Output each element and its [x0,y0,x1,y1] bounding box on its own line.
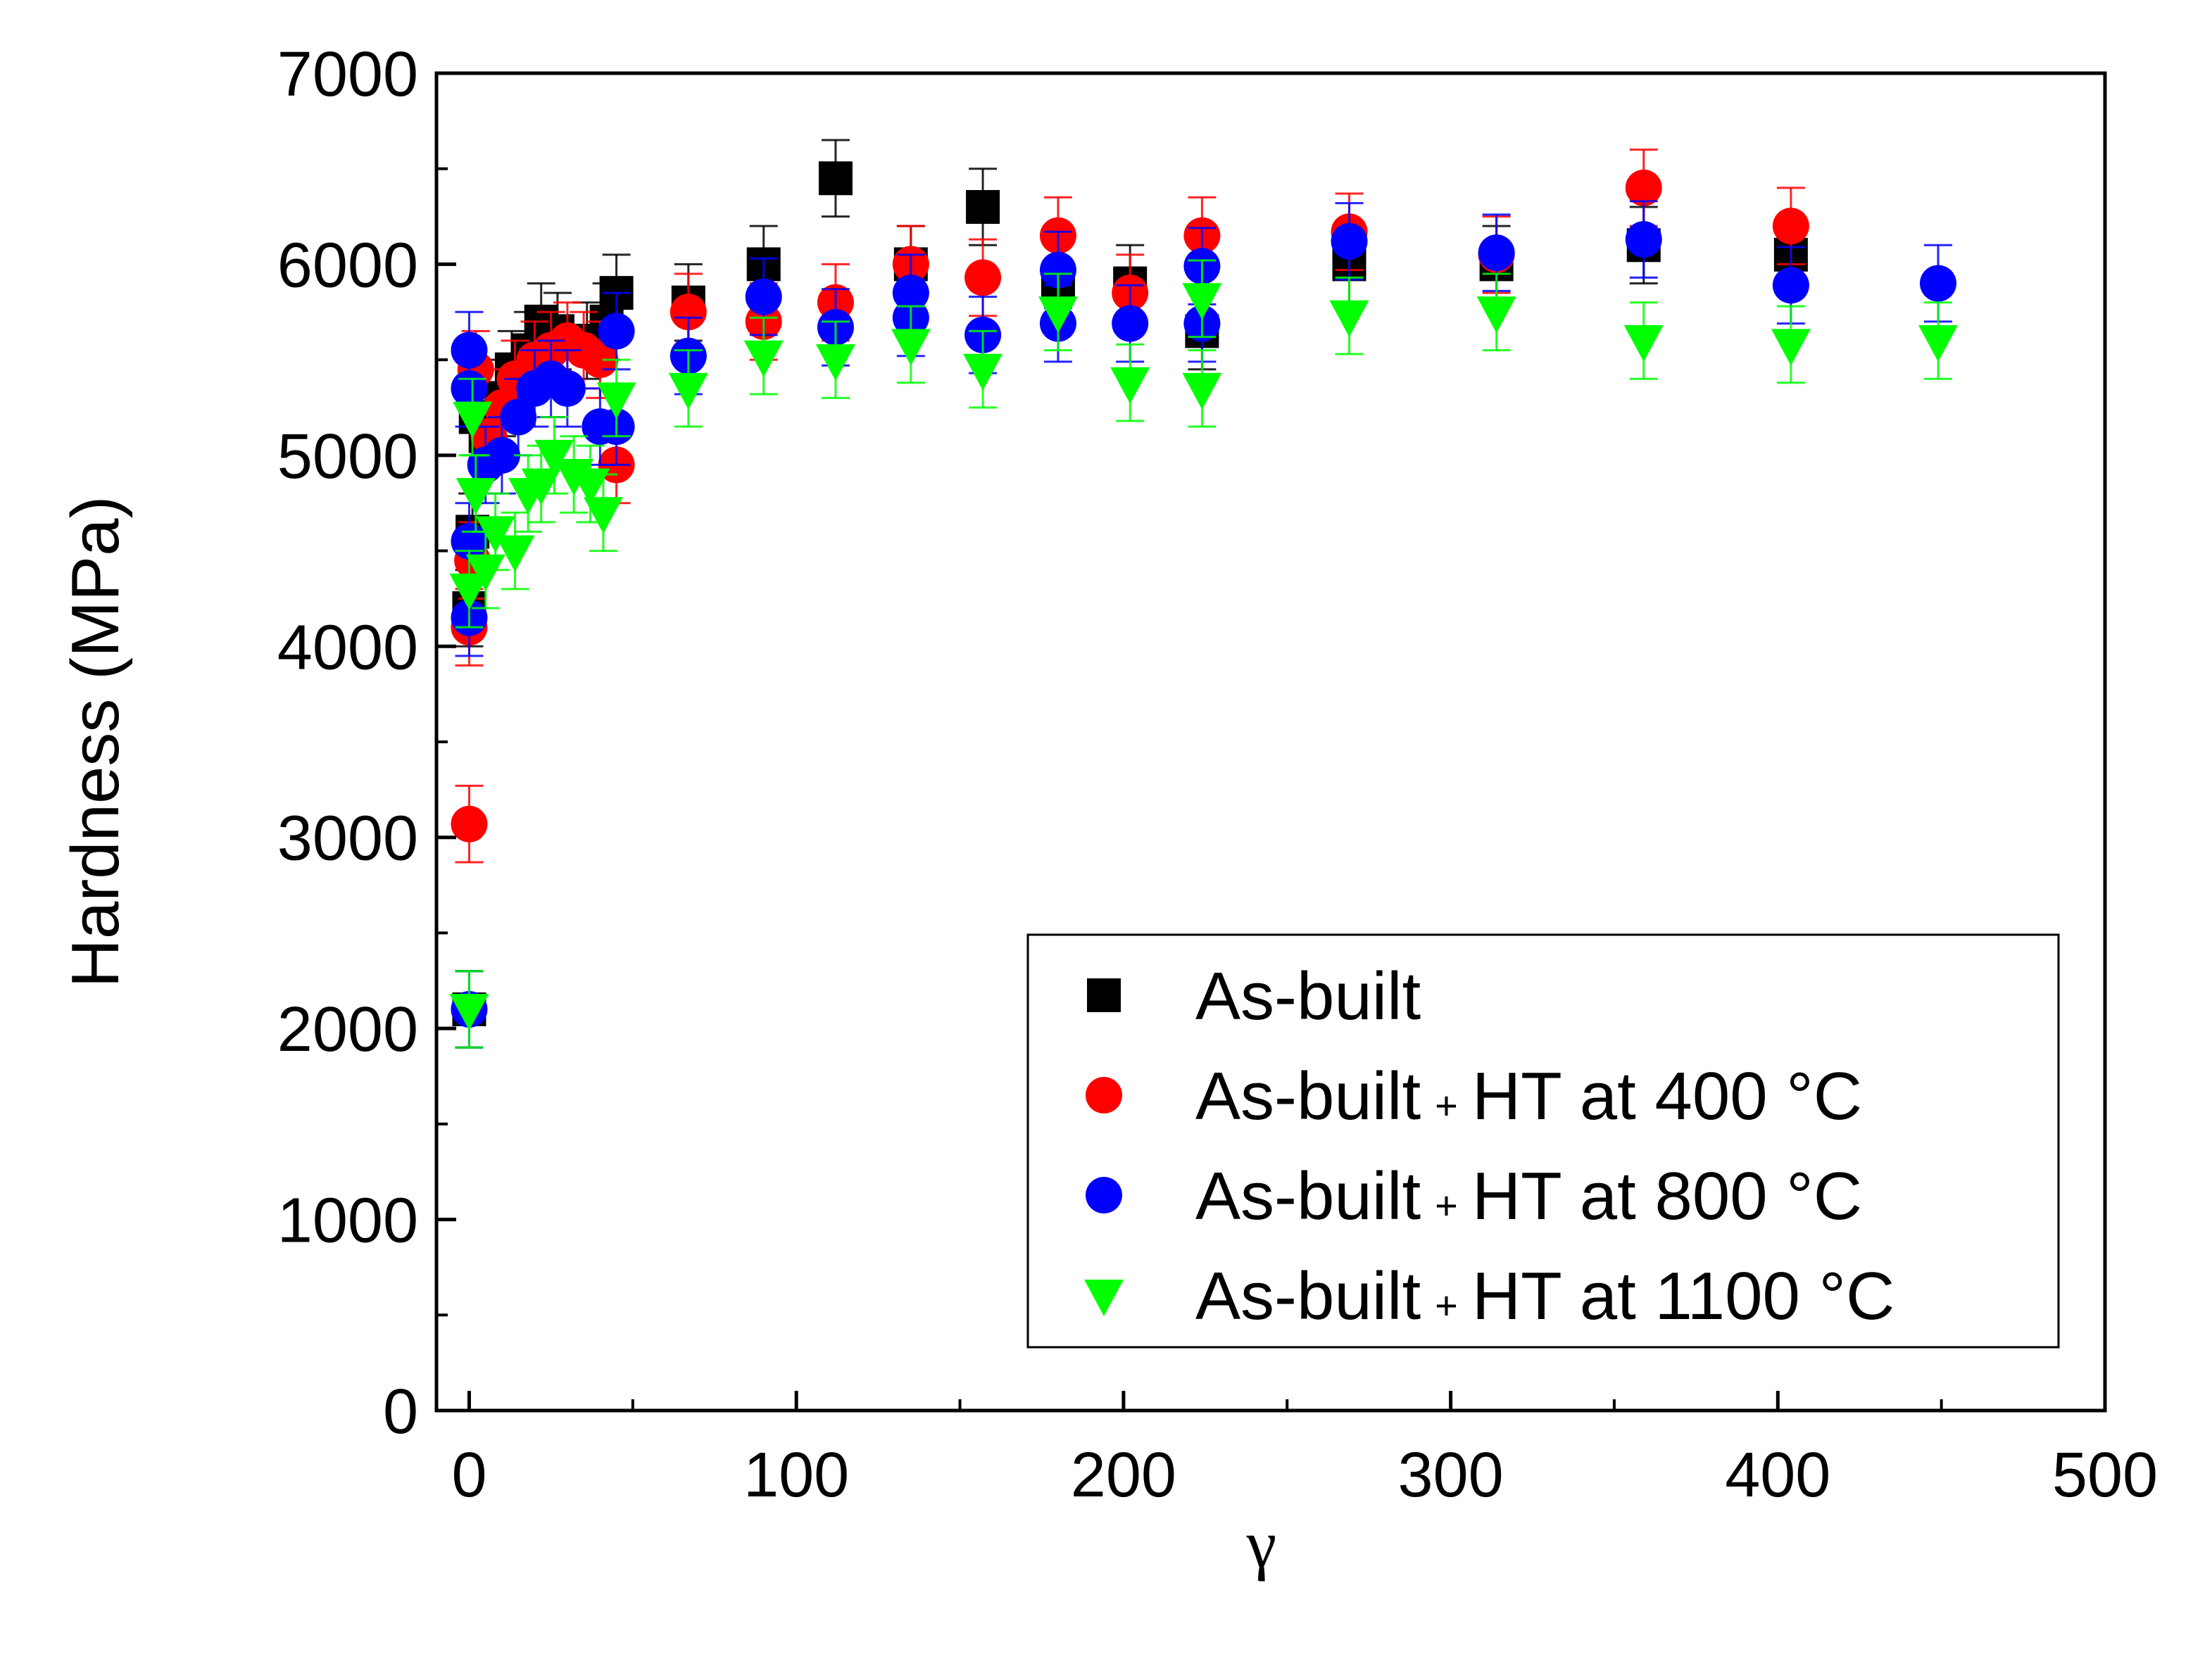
y-axis-title: Hardness (MPa) [58,496,133,988]
data-point [548,370,586,407]
data-point [1476,296,1516,334]
data-point [1772,267,1809,304]
data-point [453,401,493,439]
legend-label-3: As-built + HT at 800 °C [1195,1159,1862,1234]
data-point [521,468,561,505]
data-point [449,994,489,1030]
x-tick-label: 200 [1071,1440,1176,1510]
data-point [815,344,855,381]
data-point [963,353,1003,391]
data-point [892,275,929,312]
data-point [1623,325,1664,362]
data-point [483,436,520,474]
data-point [966,190,1000,224]
data-point [1918,325,1958,362]
data-point [745,278,782,315]
x-axis-title: γ [1246,1506,1276,1582]
data-point [1038,296,1078,334]
data-point [1182,283,1222,320]
data-point [1478,234,1515,272]
legend-marker-2 [1086,1077,1122,1114]
data-point [1772,208,1809,245]
data-point [451,332,488,369]
legend-label-2: As-built + HT at 400 °C [1195,1059,1862,1134]
legend-items: As-built As-built + HT at 400 °C As-built + HT… [1084,959,1894,1334]
series-3 [451,200,1956,1049]
x-tick-label: 500 [2052,1440,2158,1510]
data-point [1771,329,1811,366]
y-tick-label: 4000 [277,612,418,683]
data-point [495,535,535,572]
legend-label-1: As-built [1195,959,1421,1034]
data-point [964,259,1002,296]
data-point [554,459,594,496]
data-point [1331,222,1368,260]
legend-marker-4 [1084,1280,1124,1316]
data-point [1625,169,1662,206]
data-point [818,161,853,196]
data-point [743,340,784,377]
data-point [534,439,574,477]
series-4 [449,259,1958,1049]
legend-box [1026,933,2060,1349]
data-point [451,805,488,843]
x-tick-label: 0 [451,1440,486,1510]
data-point [1920,265,1956,302]
y-tick-label: 3000 [277,804,418,874]
data-point [455,478,496,515]
data-point [570,468,610,505]
data-point [1182,372,1222,410]
data-point [1110,367,1150,404]
data-point [596,382,636,420]
y-tick-label: 1000 [277,1186,418,1256]
data-point [475,516,515,553]
data-point [1329,300,1369,337]
ticks-layer: 0 1000 2000 3000 4000 5000 6000 7000 0 100 200 300 4… [277,39,2158,1510]
data-point [668,372,708,410]
x-tick-label: 300 [1398,1440,1504,1510]
y-tick-label: 6000 [277,230,418,301]
data-point [670,294,707,331]
data-point [891,329,931,366]
data-point [1625,221,1662,258]
data-point [449,573,489,610]
data-point [1112,305,1149,342]
y-tick-label: 7000 [277,39,418,110]
legend-marker-1 [1087,978,1121,1012]
x-tick-label: 400 [1725,1440,1830,1510]
legend: As-built As-built + HT at 400 °C As-built + HT… [1026,933,2060,1349]
x-tick-label: 100 [743,1440,849,1510]
series-layer [449,139,1958,1049]
data-point [598,313,635,350]
data-point [1039,251,1076,289]
legend-label-4: As-built + HT at 1100 °C [1195,1259,1894,1334]
y-tick-label: 2000 [277,995,418,1065]
legend-marker-3 [1086,1177,1122,1213]
data-point [584,497,623,534]
y-tick-label: 0 [383,1377,418,1447]
series-2 [451,149,1809,864]
y-tick-label: 5000 [277,422,418,492]
